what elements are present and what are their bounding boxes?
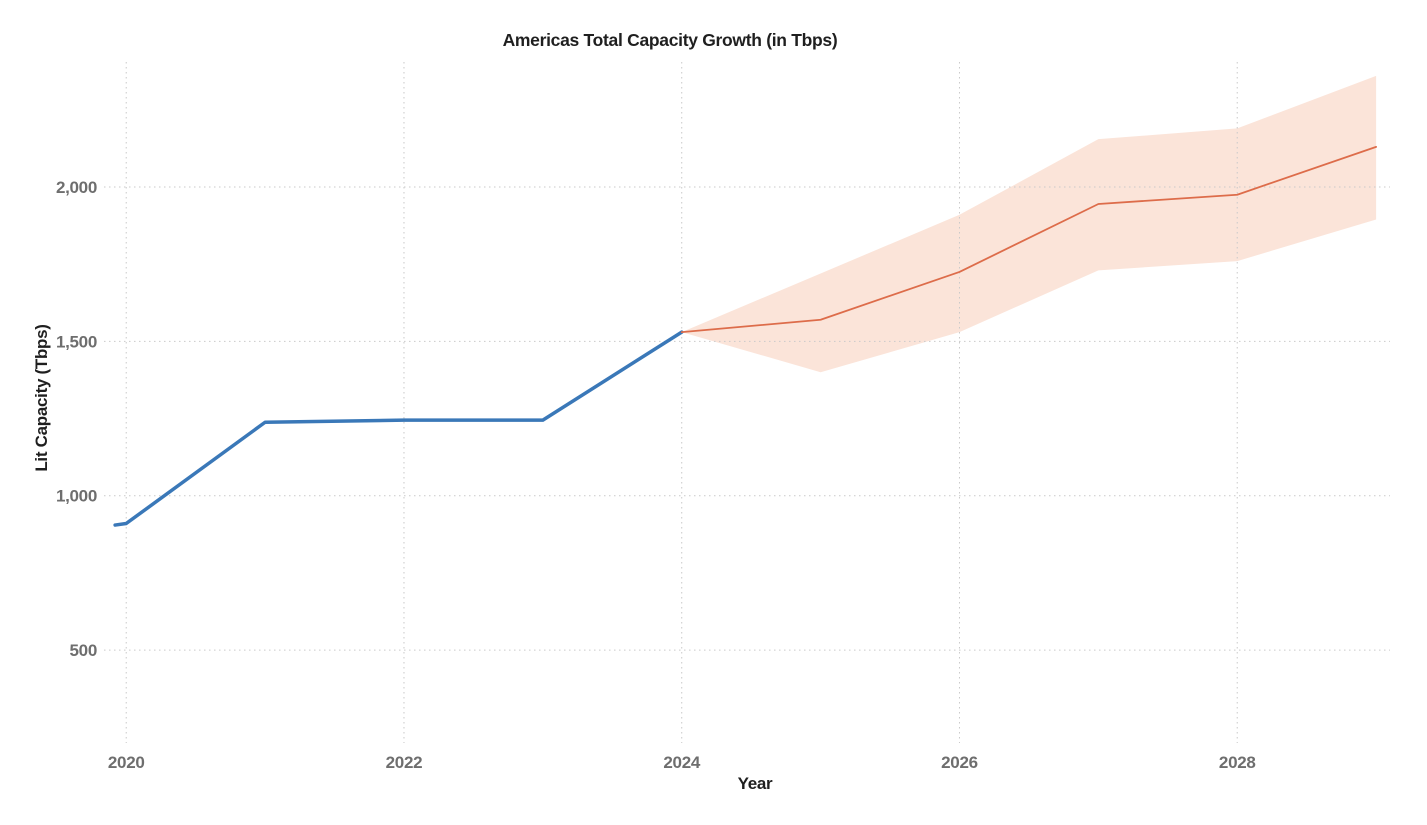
chart-title: Americas Total Capacity Growth (in Tbps) (502, 30, 838, 50)
x-tick-label: 2022 (386, 753, 423, 772)
y-tick-label: 1,500 (56, 332, 97, 351)
confidence-band (681, 75, 1377, 373)
x-tick-label: 2028 (1219, 753, 1256, 772)
x-tick-label: 2024 (663, 753, 700, 772)
y-tick-label: 2,000 (56, 178, 97, 197)
y-tick-label: 1,000 (56, 487, 97, 506)
y-tick-label: 500 (70, 641, 97, 660)
x-tick-label: 2020 (108, 753, 145, 772)
forecast-lit-capacity-line (680, 145, 1378, 334)
x-axis-title: Year (737, 774, 773, 793)
historical-lit-capacity-line (113, 330, 684, 527)
x-tick-label: 2026 (941, 753, 978, 772)
y-axis-title: Lit Capacity (Tbps) (32, 324, 51, 472)
